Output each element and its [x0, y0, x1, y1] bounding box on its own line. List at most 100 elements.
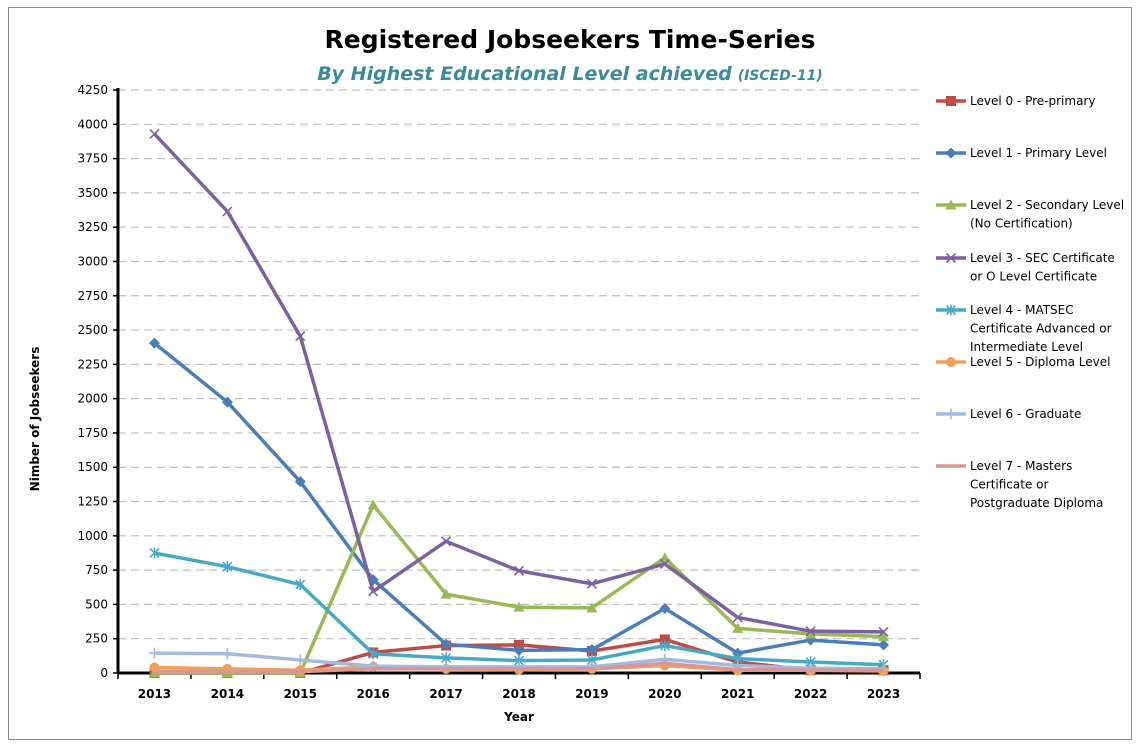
legend-marker [946, 96, 956, 106]
data-point [367, 499, 379, 510]
data-point [148, 647, 160, 659]
legend: Level 0 - Pre-primary Level 1 - Primary L… [936, 94, 1124, 510]
y-tick-label: 2000 [77, 392, 108, 406]
legend-item: Level 4 - MATSEC Certificate Advanced or I… [936, 303, 1112, 354]
legend-marker [945, 304, 957, 316]
legend-label: Postgraduate Diploma [970, 496, 1103, 510]
series-3 [149, 128, 889, 637]
data-point [222, 206, 233, 217]
data-point [294, 654, 306, 666]
y-tick-label: 3000 [77, 254, 108, 268]
data-point [732, 612, 743, 623]
data-point [294, 476, 306, 488]
x-tick-label: 2020 [648, 687, 681, 701]
data-point [368, 648, 379, 660]
data-point [149, 128, 160, 139]
data-point [440, 588, 452, 599]
data-point [221, 648, 233, 660]
y-tick-label: 2500 [77, 323, 108, 337]
y-tick-label: 4250 [77, 83, 108, 97]
data-point [805, 628, 817, 639]
data-point [659, 603, 671, 615]
data-point [513, 565, 525, 576]
data-point [368, 586, 379, 597]
data-point [586, 578, 597, 589]
data-point [805, 626, 816, 637]
legend-label: or O Level Certificate [970, 270, 1097, 284]
data-point [878, 639, 890, 651]
data-point [295, 331, 306, 342]
x-tick-label: 2018 [502, 687, 535, 701]
data-point [586, 602, 598, 613]
y-tick-label: 1500 [77, 460, 108, 474]
legend-label: Level 6 - Graduate [970, 407, 1081, 421]
data-point [878, 631, 890, 642]
data-point [732, 622, 744, 633]
data-point [149, 547, 160, 559]
legend-marker [945, 199, 957, 210]
legend-label: Intermediate Level [970, 340, 1083, 354]
legend-marker [946, 357, 956, 367]
x-tick-label: 2021 [721, 687, 754, 701]
data-point [659, 558, 670, 570]
y-tick-label: 2250 [77, 357, 108, 371]
data-point [659, 552, 671, 563]
x-tick-label: 2017 [429, 687, 462, 701]
legend-label: Level 2 - Secondary Level [970, 198, 1124, 212]
x-tick-label: 2016 [356, 687, 389, 701]
series-7 [154, 661, 884, 674]
legend-item: Level 2 - Secondary Level (No Certificati… [936, 198, 1124, 231]
series-line [153, 132, 884, 634]
series-4 [149, 547, 889, 671]
series-line [154, 661, 884, 674]
axes: 0 250 500 750 1000 1250 1500 1750 2000 2250 2500 27… [77, 83, 921, 701]
data-point [513, 601, 525, 612]
x-tick-label: 2023 [867, 687, 900, 701]
x-tick-label: 2022 [794, 687, 827, 701]
legend-marker [945, 252, 957, 264]
legend-label: Level 5 - Diploma Level [970, 355, 1110, 369]
legend-item: Level 5 - Diploma Level [936, 355, 1110, 369]
y-tick-label: 1250 [77, 495, 108, 509]
y-tick-label: 2750 [77, 289, 108, 303]
data-point [222, 561, 233, 573]
legend-label: Certificate or [970, 478, 1048, 492]
chart-subtitle-suffix: (ISCED-11) [738, 68, 823, 84]
legend-label: Level 1 - Primary Level [970, 146, 1107, 160]
chart-subtitle-main: By Highest Educational Level achieved [317, 63, 732, 85]
legend-label: Level 3 - SEC Certificate [970, 251, 1115, 265]
data-point [659, 640, 670, 652]
data-point [513, 644, 525, 656]
legend-label: Level 4 - MATSEC [970, 303, 1074, 317]
data-point [878, 626, 889, 637]
y-axis-label: Nimber of Jobseekers [28, 347, 42, 492]
legend-label: Level 7 - Masters [970, 459, 1072, 473]
x-tick-label: 2014 [211, 687, 244, 701]
legend-marker [945, 408, 957, 420]
series-lines [148, 128, 890, 678]
data-point [221, 396, 233, 408]
x-axis-label: Year [503, 710, 534, 724]
x-tick-label: 2019 [575, 687, 608, 701]
data-point [440, 638, 452, 650]
legend-label: (No Certification) [970, 217, 1073, 231]
legend-label: Level 0 - Pre-primary [970, 94, 1095, 108]
y-tick-label: 4000 [77, 117, 108, 131]
y-tick-label: 0 [100, 666, 108, 680]
y-tick-label: 3250 [77, 220, 108, 234]
data-point [148, 337, 160, 349]
legend-item: Level 3 - SEC Certificate or O Level Cert… [936, 251, 1115, 284]
data-point [441, 536, 452, 547]
legend-item: Level 0 - Pre-primary [936, 94, 1095, 108]
chart-title: Registered Jobseekers Time-Series [324, 25, 815, 54]
legend-item: Level 1 - Primary Level [936, 146, 1107, 160]
legend-label: Certificate Advanced or [970, 322, 1112, 336]
gridlines [118, 89, 920, 640]
legend-item: Level 6 - Graduate [936, 407, 1081, 421]
x-tick-label: 2013 [138, 687, 171, 701]
legend-item: Level 7 - Masters Certificate or Postgradu… [936, 459, 1103, 510]
y-tick-label: 3750 [77, 152, 108, 166]
x-tick-label: 2015 [284, 687, 317, 701]
y-tick-label: 3500 [77, 186, 108, 200]
